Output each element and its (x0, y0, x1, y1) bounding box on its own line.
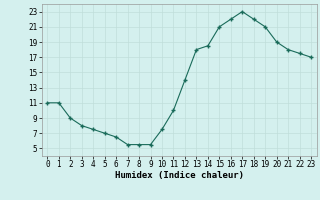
X-axis label: Humidex (Indice chaleur): Humidex (Indice chaleur) (115, 171, 244, 180)
